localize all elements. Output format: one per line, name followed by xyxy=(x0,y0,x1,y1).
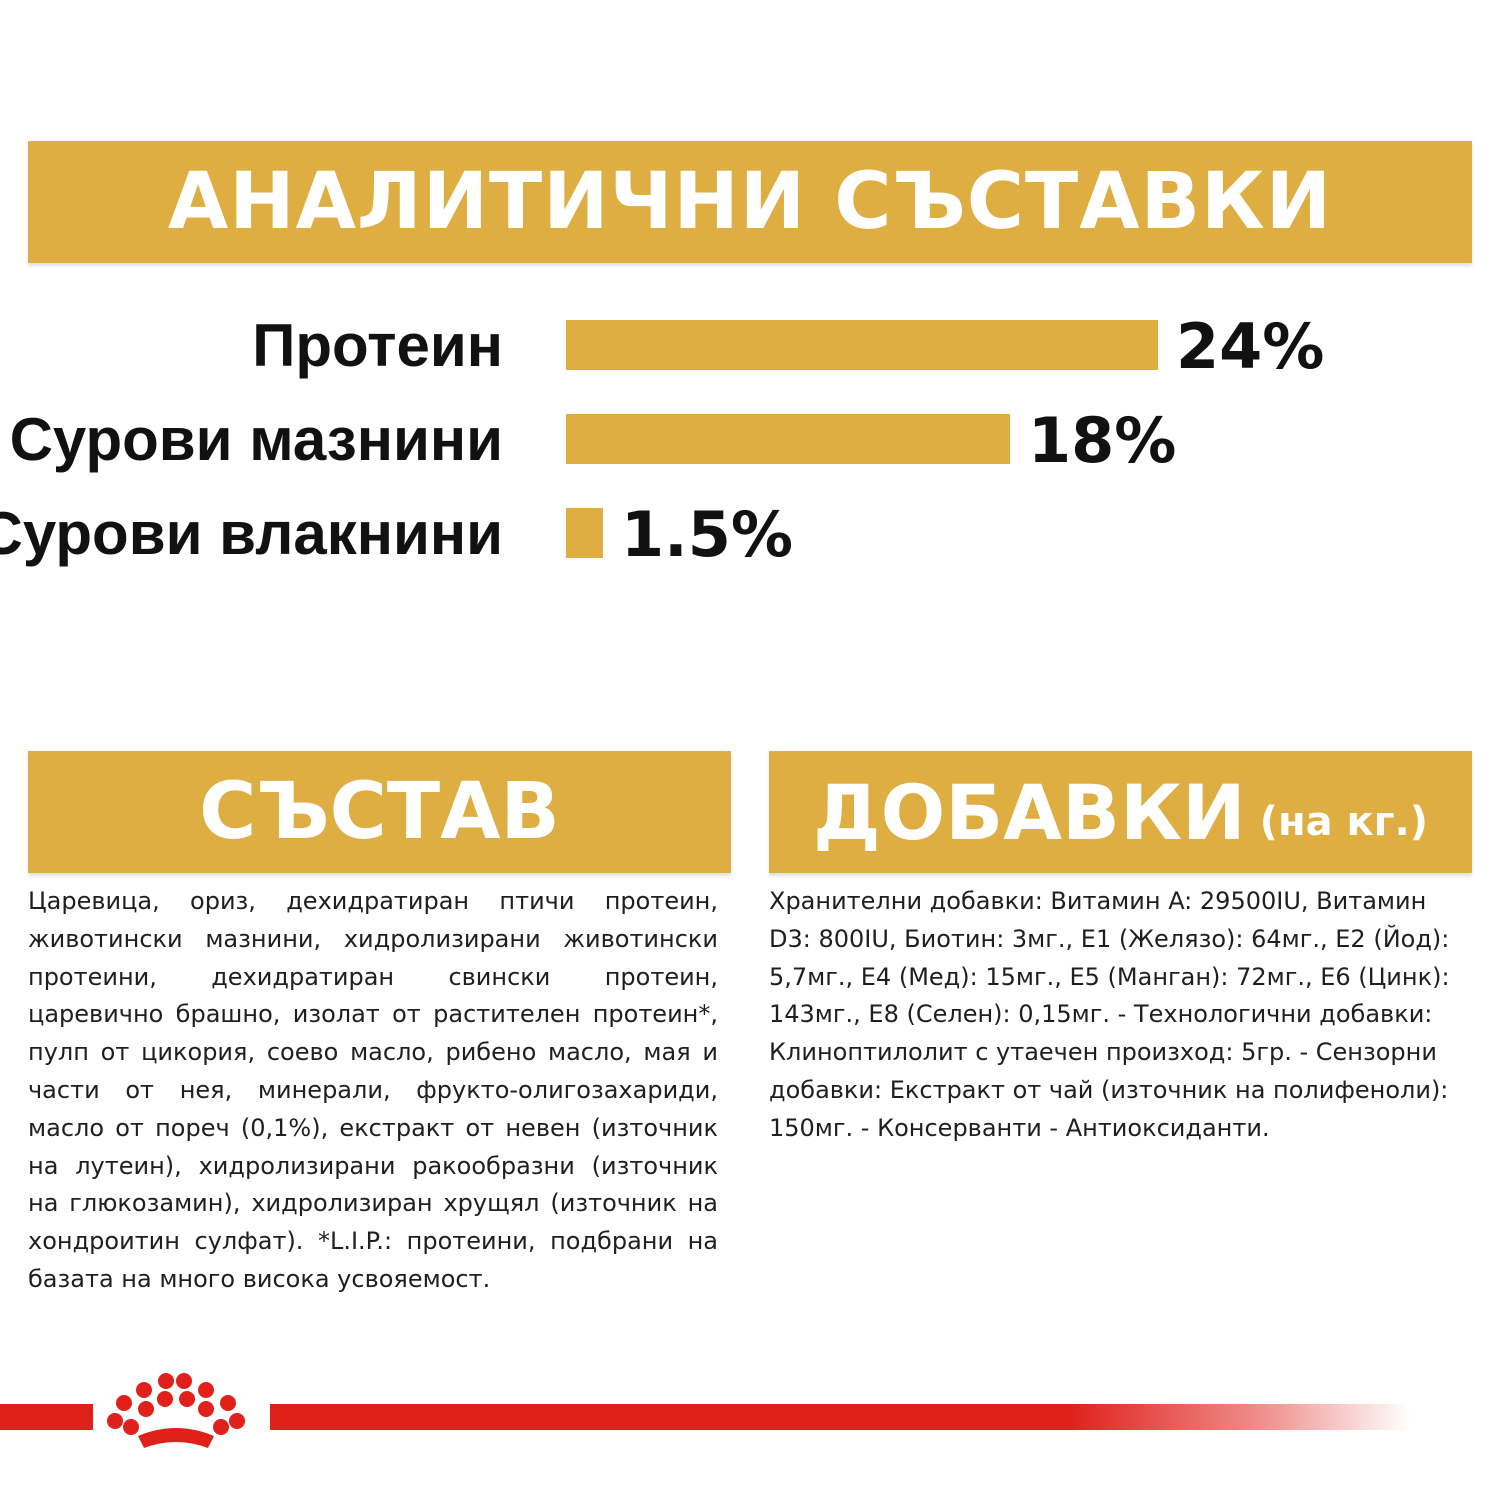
nutrient-label: Сурови мазнини xyxy=(10,406,503,473)
royal-canin-crown-icon xyxy=(107,1373,245,1448)
additives-unit-label: (на кг.) xyxy=(1259,799,1429,845)
composition-title: СЪСТАВ xyxy=(199,767,560,857)
nutrient-bar xyxy=(566,414,1010,464)
footer-stripe-right xyxy=(270,1404,1410,1430)
nutrient-bar xyxy=(566,508,603,558)
nutrient-value-label: 1.5% xyxy=(621,498,793,571)
analytical-constituents-title: АНАЛИТИЧНИ СЪСТАВКИ xyxy=(167,157,1333,247)
composition-text: Царевица, ориз, дехидратиран птичи проте… xyxy=(28,887,718,1293)
analytical-constituents-banner: АНАЛИТИЧНИ СЪСТАВКИ xyxy=(28,141,1472,263)
additives-banner: ДОБАВКИ (на кг.) xyxy=(769,751,1472,873)
nutrient-label: Сурови влакнини xyxy=(0,500,503,567)
nutrient-value-label: 24% xyxy=(1176,310,1324,383)
footer-stripe-left xyxy=(0,1404,93,1430)
nutrient-bar-chart: Протеин 24% Сурови мазнини 18% Сурови влакни… xyxy=(0,310,1324,571)
nutrient-bar xyxy=(566,320,1158,370)
composition-banner: СЪСТАВ xyxy=(28,751,731,873)
nutrient-label: Протеин xyxy=(252,312,503,379)
nutrient-value-label: 18% xyxy=(1028,404,1176,477)
additives-title: ДОБАВКИ xyxy=(812,767,1246,857)
additives-text: Хранителни добавки: Витамин A: 29500IU, … xyxy=(769,887,1450,1142)
